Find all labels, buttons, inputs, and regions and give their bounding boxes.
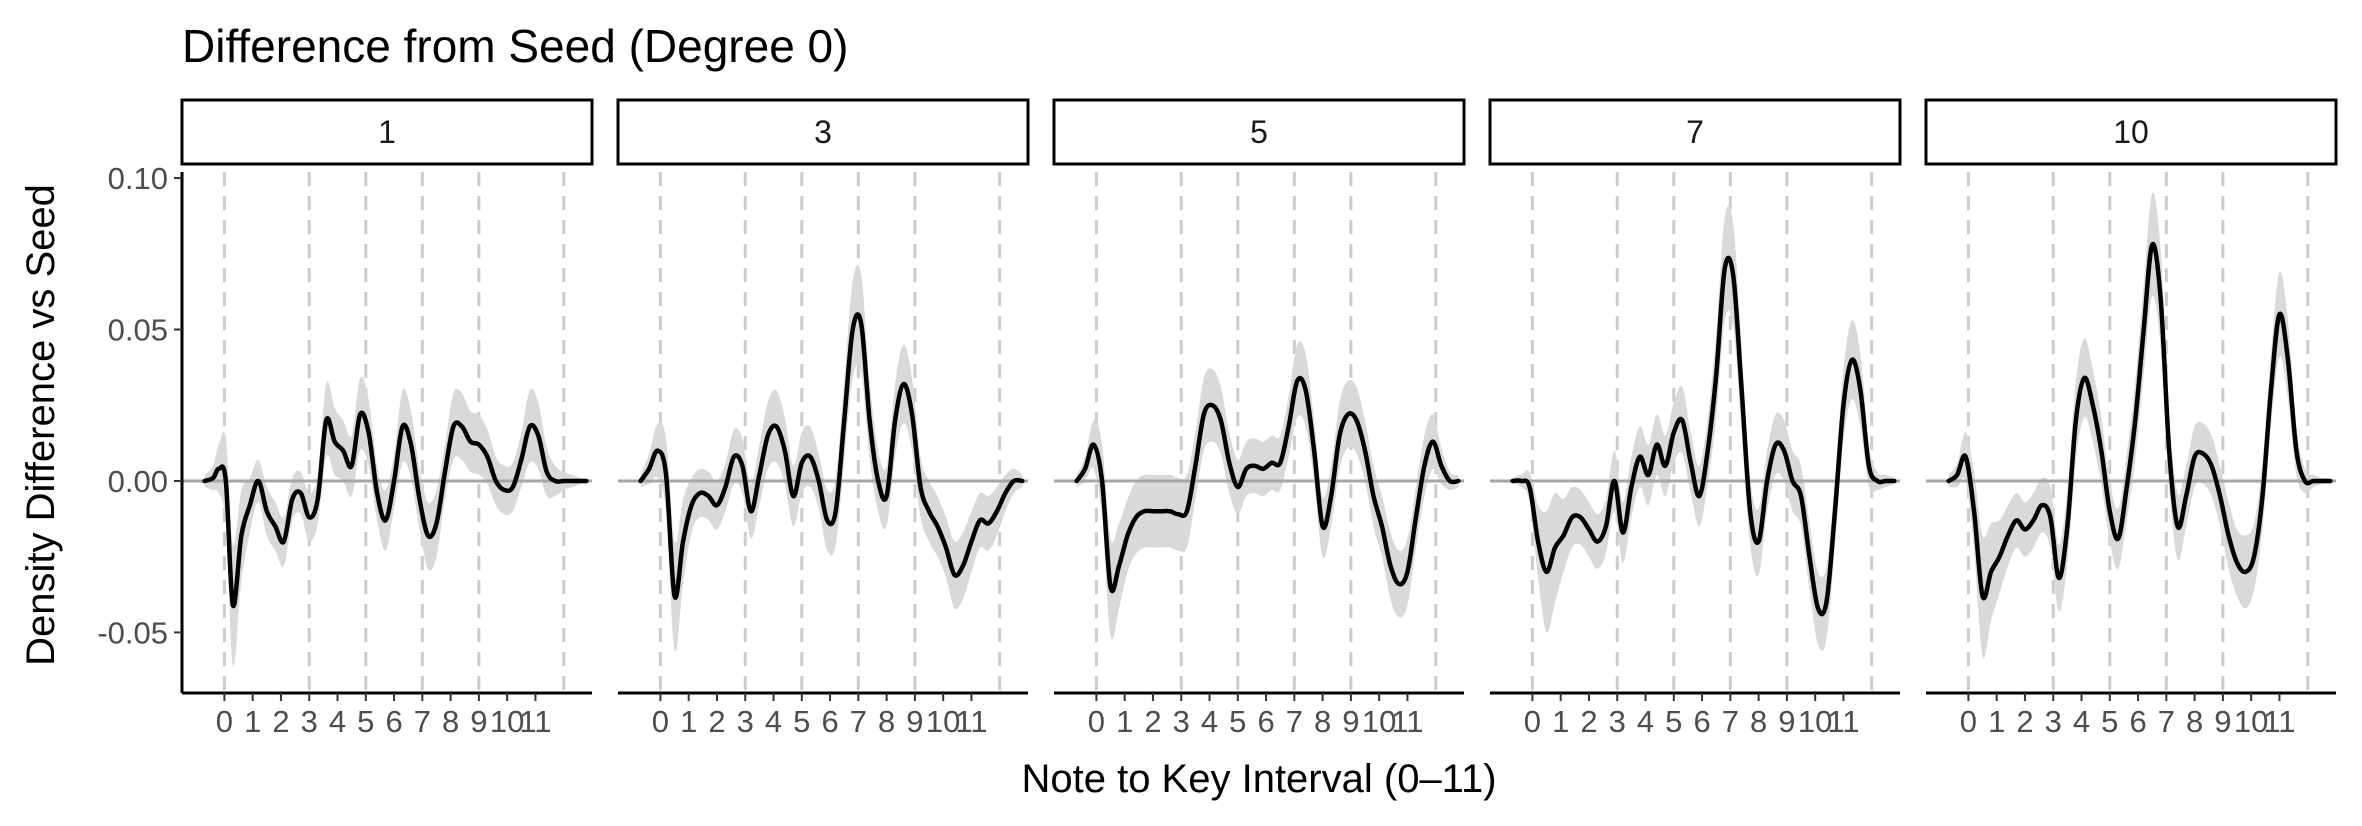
x-tick-label: 4 [765, 704, 782, 739]
x-tick-label: 6 [2129, 704, 2146, 739]
x-tick-label: 5 [1665, 704, 1682, 739]
x-tick-label: 11 [955, 704, 987, 739]
x-tick-label: 6 [385, 704, 402, 739]
x-tick-label: 2 [272, 704, 289, 739]
x-tick-label: 4 [329, 704, 346, 739]
series-line [1946, 241, 2333, 601]
x-tick-label: 5 [793, 704, 810, 739]
x-tick-label: 3 [301, 704, 318, 739]
x-tick-label: 10 [1362, 704, 1396, 739]
x-tick-label: 9 [906, 704, 923, 739]
x-tick-label: 6 [1693, 704, 1710, 739]
x-tick-label: 10 [926, 704, 960, 739]
y-axis-title: Density Difference vs Seed [19, 184, 63, 666]
x-tick-label: 1 [1116, 704, 1133, 739]
x-tick-label: 11 [2263, 704, 2295, 739]
x-tick-label: 5 [2101, 704, 2118, 739]
x-tick-label: 6 [1257, 704, 1274, 739]
x-tick-label: 1 [244, 704, 261, 739]
confidence-ribbon [1512, 205, 1895, 651]
x-tick-label: 3 [1173, 704, 1190, 739]
x-tick-label: 3 [737, 704, 754, 739]
x-tick-label: 0 [1524, 704, 1541, 739]
confidence-ribbon [1076, 341, 1459, 640]
facet-strip [1488, 98, 1902, 166]
x-tick-label: 2 [1144, 704, 1161, 739]
x-tick-label: 11 [519, 704, 551, 739]
x-tick-label: 6 [821, 704, 838, 739]
x-tick-label: 1 [1988, 704, 2005, 739]
x-tick-label: 9 [1778, 704, 1795, 739]
facet-strip-label: 5 [1250, 114, 1268, 150]
x-tick-label: 5 [357, 704, 374, 739]
x-tick-label: 10 [1798, 704, 1832, 739]
x-tick-label: 11 [1391, 704, 1423, 739]
x-tick-label: 8 [878, 704, 895, 739]
confidence-ribbon [1948, 192, 2331, 659]
x-tick-label: 8 [442, 704, 459, 739]
facet-strip [1924, 98, 2338, 166]
x-tick-label: 1 [680, 704, 697, 739]
x-tick-label: 4 [1637, 704, 1654, 739]
x-tick-label: 0 [216, 704, 233, 739]
x-tick-label: 7 [1722, 704, 1739, 739]
y-tick-label: 0.05 [108, 313, 168, 348]
x-tick-label: 8 [2186, 704, 2203, 739]
x-tick-label: 8 [1314, 704, 1331, 739]
confidence-ribbon [204, 376, 587, 667]
facet-strip [1052, 98, 1466, 166]
x-tick-label: 3 [1609, 704, 1626, 739]
x-tick-label: 7 [1286, 704, 1303, 739]
x-tick-label: 7 [414, 704, 431, 739]
x-tick-label: 0 [1088, 704, 1105, 739]
series-line [1074, 375, 1461, 594]
chart-title: Difference from Seed (Degree 0) [182, 20, 848, 72]
x-tick-label: 2 [708, 704, 725, 739]
x-tick-label: 10 [2234, 704, 2268, 739]
x-tick-label: 2 [2016, 704, 2033, 739]
x-tick-label: 1 [1552, 704, 1569, 739]
x-tick-label: 3 [2045, 704, 2062, 739]
facet-strip [616, 98, 1030, 166]
x-tick-label: 11 [1827, 704, 1859, 739]
confidence-ribbon [640, 264, 1023, 653]
x-tick-label: 0 [652, 704, 669, 739]
x-tick-label: 2 [1580, 704, 1597, 739]
x-tick-label: 0 [1960, 704, 1977, 739]
y-tick-label: 0.10 [108, 161, 168, 196]
x-tick-label: 9 [470, 704, 487, 739]
x-tick-label: 7 [2158, 704, 2175, 739]
series-line [202, 410, 589, 609]
facet-strip [180, 98, 594, 166]
y-axis: -0.05 0.00 0.05 0.10 [97, 161, 182, 650]
x-tick-label: 4 [2073, 704, 2090, 739]
facet-strip-label: 1 [378, 114, 396, 150]
x-tick-label: 7 [850, 704, 867, 739]
y-tick-label: 0.00 [108, 464, 168, 499]
x-tick-label: 5 [1229, 704, 1246, 739]
x-tick-label: 9 [2214, 704, 2231, 739]
series-line [638, 312, 1025, 600]
x-tick-label: 9 [1342, 704, 1359, 739]
facet-strip-label: 10 [2113, 114, 2149, 150]
x-tick-label: 10 [490, 704, 524, 739]
x-tick-label: 4 [1201, 704, 1218, 739]
x-axis-title: Note to Key Interval (0–11) [1021, 757, 1496, 801]
series-line [1510, 255, 1897, 617]
y-tick-label: -0.05 [97, 615, 168, 650]
facet-strip-label: 7 [1686, 114, 1704, 150]
facet-strip-label: 3 [814, 114, 832, 150]
x-tick-label: 8 [1750, 704, 1767, 739]
